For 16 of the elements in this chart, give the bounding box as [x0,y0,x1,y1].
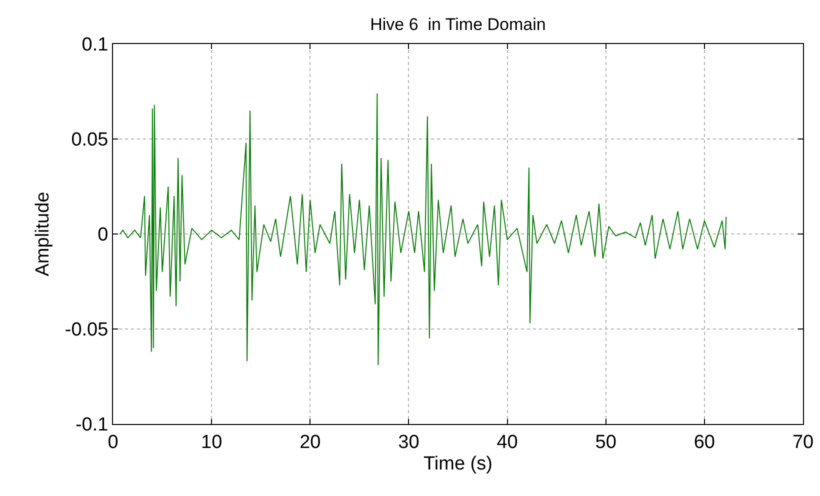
y-tick-label: 0.05 [71,130,108,151]
x-tick-label: 20 [300,432,321,453]
y-axis-title: Amplitude [32,192,54,276]
x-tick-label: 30 [398,432,420,453]
x-tick-label: 10 [201,432,222,453]
chart-title: Hive 6 in Time Domain [370,15,546,34]
x-tick-label: 70 [792,432,814,453]
x-tick-label: 50 [595,432,616,453]
y-tick-label: 0 [98,224,108,246]
y-tick-label: -0.1 [75,414,108,436]
x-tick-label: 60 [694,432,715,453]
y-tick-label: -0.05 [64,320,108,341]
y-tick-label: 0.1 [82,34,108,56]
line-series [119,92,727,366]
x-tick-label: 40 [496,432,518,453]
x-axis-title: Time (s) [424,454,492,475]
